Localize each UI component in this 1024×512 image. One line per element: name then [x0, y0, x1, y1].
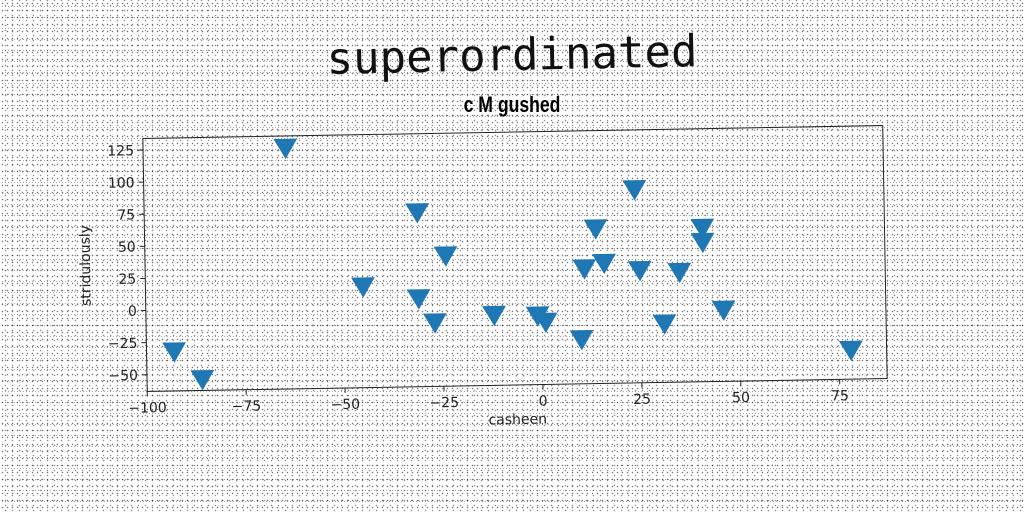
y-tick-label: 0: [128, 304, 137, 320]
data-point: [652, 314, 677, 335]
data-point: [482, 305, 506, 327]
y-tick-label: 125: [107, 143, 134, 159]
x-tick-label: −50: [330, 397, 360, 414]
x-axis-label: casheen: [488, 411, 547, 428]
data-point: [690, 218, 715, 240]
data-point: [433, 246, 458, 267]
chart-subtitle: c M gushed: [463, 92, 561, 117]
y-tick-label: −25: [108, 336, 138, 353]
data-point: [406, 289, 431, 310]
x-tick-label: 0: [539, 393, 548, 409]
y-axis: 125 100 75 50 25 0 −25 −50: [107, 143, 147, 385]
data-point: [583, 219, 608, 240]
plot-frame: [142, 125, 888, 392]
data-point: [667, 262, 692, 284]
x-tick-label: 50: [732, 390, 750, 406]
data-point: [533, 312, 558, 333]
y-tick-label: 25: [118, 272, 136, 288]
x-tick-label: −75: [232, 398, 262, 415]
data-point: [622, 180, 647, 201]
data-point: [405, 203, 429, 224]
x-axis: −100 −75 −50 −25 0 25 50 75: [128, 379, 849, 417]
y-axis-label: stridulously: [77, 225, 94, 306]
data-point: [592, 253, 616, 275]
y-tick-label: 50: [118, 239, 136, 255]
x-tick-label: 75: [831, 388, 849, 404]
data-point: [711, 300, 736, 321]
data-point: [572, 259, 597, 280]
data-point: [838, 340, 863, 362]
data-points: [162, 138, 863, 391]
y-tick-label: 100: [108, 175, 135, 191]
data-point: [569, 329, 594, 351]
x-tick-label: −25: [429, 395, 459, 412]
data-point: [422, 313, 447, 334]
data-point: [190, 369, 215, 391]
x-tick-label: 25: [633, 392, 651, 408]
data-point: [690, 232, 715, 254]
data-point: [162, 342, 186, 363]
data-point: [351, 277, 375, 298]
y-tick-label: −50: [108, 368, 138, 385]
data-point: [273, 138, 298, 159]
y-tick-label: 75: [117, 207, 135, 223]
data-point: [627, 260, 652, 282]
x-tick-label: −100: [128, 400, 167, 417]
